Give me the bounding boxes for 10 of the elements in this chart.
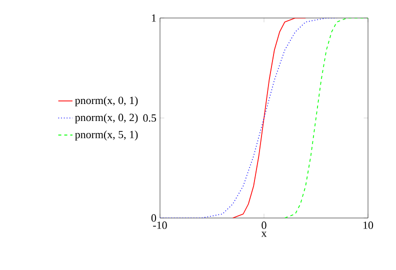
y-tick-label: 0: [151, 214, 156, 222]
x-tick-label: 10: [363, 222, 374, 229]
legend-label: pnorm(x, 5, 1): [75, 130, 138, 140]
legend-label: pnorm(x, 0, 2): [75, 113, 138, 124]
x-tick-label: 0: [262, 222, 266, 229]
y-tick-label: 1: [152, 14, 156, 22]
x-tick-label: -10: [153, 222, 167, 229]
legend-label: pnorm(x, 0, 1): [75, 96, 138, 106]
x-axis-title: x: [261, 232, 267, 237]
y-tick-label: 0.5: [143, 114, 156, 122]
